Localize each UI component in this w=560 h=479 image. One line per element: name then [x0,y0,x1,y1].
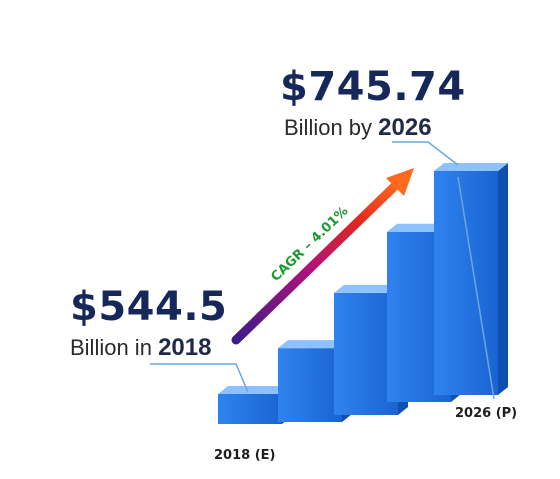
bar-2 [278,340,352,422]
bar-1 [218,386,292,424]
bar-5 [434,163,508,395]
bar-side [498,163,508,395]
bar-front [218,394,282,424]
bar-top [218,386,292,394]
start-label-year: 2018 [158,334,212,361]
end-base-line [457,176,495,400]
end-label-year: 2026 [378,114,432,141]
end-callout-line [392,141,459,166]
start-value: $544.5 [70,284,228,330]
end-value: $745.74 [280,64,466,110]
bar-top [278,340,352,349]
tick-label-first: 2018 (E) [214,448,276,463]
end-label: Billion by 2026 [284,114,432,142]
growth-arrow-head [386,168,414,196]
end-label-prefix: Billion by [284,115,373,140]
start-label-prefix: Billion in [70,335,152,360]
tick-label-last: 2026 (P) [455,406,518,421]
bar-top [434,163,508,171]
growth-arrow [231,178,403,345]
start-label: Billion in 2018 [70,334,211,362]
start-callout-line [150,363,249,393]
bar-front [278,348,342,422]
